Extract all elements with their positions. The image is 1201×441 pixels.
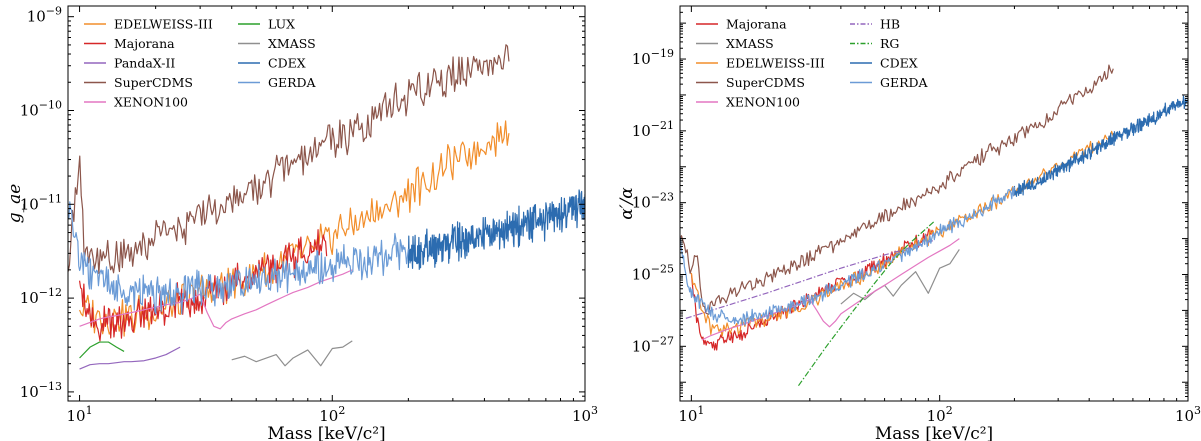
legend-label: EDELWEISS-III bbox=[114, 17, 213, 32]
legend-label: EDELWEISS-III bbox=[726, 56, 825, 71]
x-axis-title: Mass [keV/c²] bbox=[267, 424, 385, 441]
series-line-xmass bbox=[231, 340, 353, 367]
legend-label: SuperCDMS bbox=[114, 75, 193, 90]
series-group bbox=[68, 44, 585, 370]
legend-label: XENON100 bbox=[114, 95, 188, 110]
series-line-cdex bbox=[407, 189, 585, 270]
series-line-rg bbox=[797, 221, 935, 387]
legend-label: HB bbox=[880, 17, 900, 32]
series-line-xenon100 bbox=[79, 269, 353, 330]
legend-label: RG bbox=[880, 36, 899, 51]
legend-label: LUX bbox=[268, 17, 295, 32]
series-line-cdex bbox=[1013, 95, 1188, 197]
x-tick-label: 102 bbox=[927, 404, 953, 425]
y-tick-label: 10−11 bbox=[20, 192, 62, 213]
legend-label: XMASS bbox=[726, 36, 774, 51]
series-line-majorana bbox=[78, 229, 328, 342]
y-tick-label: 10−27 bbox=[632, 334, 674, 355]
series-line-lux bbox=[79, 341, 125, 359]
x-tick-label: 103 bbox=[1175, 404, 1201, 425]
y-axis-title: α′/α bbox=[617, 187, 637, 220]
legend-label: SuperCDMS bbox=[726, 75, 805, 90]
legend-label: CDEX bbox=[268, 56, 306, 71]
legend-label: XMASS bbox=[268, 36, 316, 51]
plot-frame bbox=[679, 5, 1189, 402]
x-tick-label: 102 bbox=[319, 404, 345, 425]
y-tick-label: 10−10 bbox=[20, 98, 62, 119]
y-axis-title: g_ae bbox=[5, 184, 25, 224]
series-line-xenon100 bbox=[701, 238, 960, 341]
y-tick-label: 10−12 bbox=[20, 286, 62, 307]
series-line-hb bbox=[685, 239, 935, 319]
y-tick-label: 10−19 bbox=[632, 47, 674, 68]
legend-label: Majorana bbox=[114, 36, 175, 51]
y-tick-label: 10−13 bbox=[20, 380, 62, 401]
legend: EDELWEISS-III Majorana PandaX-II SuperCDMS X… bbox=[84, 17, 317, 110]
legend-label: PandaX-II bbox=[114, 56, 175, 71]
series-line-gerda bbox=[680, 186, 1016, 326]
series-line-supercdms bbox=[68, 44, 510, 275]
legend-label: GERDA bbox=[880, 75, 929, 90]
legend-label: GERDA bbox=[268, 75, 317, 90]
legend: Majorana XMASS EDELWEISS-III SuperCDMS XENON… bbox=[696, 17, 929, 110]
y-tick-label: 10−9 bbox=[27, 5, 62, 26]
x-tick-label: 101 bbox=[678, 404, 704, 425]
legend-label: CDEX bbox=[880, 56, 918, 71]
x-axis-title: Mass [keV/c²] bbox=[875, 424, 993, 441]
legend-label: XENON100 bbox=[726, 95, 800, 110]
series-line-supercdms bbox=[680, 64, 1114, 315]
series-group bbox=[680, 64, 1188, 387]
series-line-gerda bbox=[68, 201, 409, 315]
plot-frame bbox=[67, 5, 586, 402]
series-line-pandax-ii bbox=[79, 346, 181, 370]
series-line-edelweiss-iii bbox=[690, 130, 1114, 337]
chart-panel-1: 101 102 103 10−13 10−12 10−11 10−10 10−9 Mass [k… bbox=[5, 5, 598, 441]
x-tick-label: 103 bbox=[572, 404, 598, 425]
y-tick-label: 10−25 bbox=[632, 262, 674, 283]
series-line-edelweiss-iii bbox=[79, 120, 510, 337]
legend-label: Majorana bbox=[726, 17, 787, 32]
y-tick-label: 10−21 bbox=[632, 119, 674, 140]
x-tick-label: 101 bbox=[67, 404, 93, 425]
chart-panel-2: 101 102 103 10−27 10−25 10−23 10−21 10−19 Mass [… bbox=[617, 5, 1201, 441]
y-tick-label: 10−23 bbox=[632, 191, 674, 212]
